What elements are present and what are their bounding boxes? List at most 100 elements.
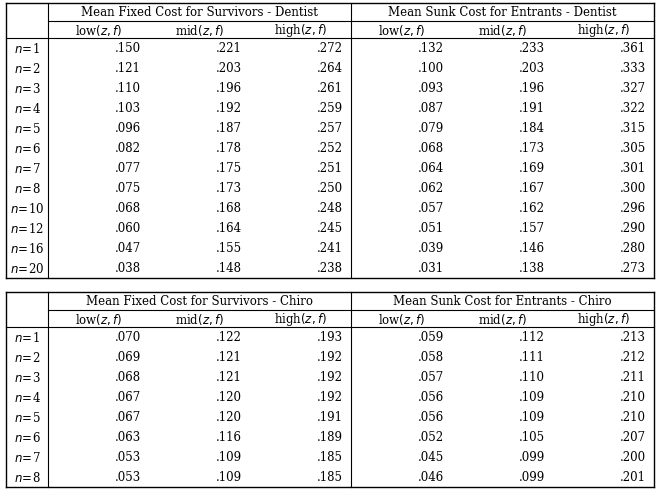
Text: .047: .047 [115, 242, 141, 255]
Text: .185: .185 [317, 470, 343, 483]
Text: .087: .087 [418, 102, 444, 115]
Text: .210: .210 [620, 391, 646, 404]
Text: .105: .105 [519, 431, 545, 443]
Text: .192: .192 [317, 391, 343, 404]
Text: .096: .096 [115, 122, 141, 135]
Text: .109: .109 [216, 450, 242, 463]
Text: .052: .052 [418, 431, 444, 443]
Text: .261: .261 [317, 82, 343, 95]
Text: $n\!=\!$16: $n\!=\!$16 [10, 241, 44, 256]
Text: .077: .077 [115, 162, 141, 175]
Text: .178: .178 [216, 142, 242, 155]
Text: .241: .241 [317, 242, 343, 255]
Text: .250: .250 [317, 182, 343, 195]
Text: high$(z, f)$: high$(z, f)$ [577, 22, 630, 39]
Text: .111: .111 [519, 351, 545, 364]
Text: .039: .039 [418, 242, 444, 255]
Text: .053: .053 [115, 470, 141, 483]
Text: .173: .173 [216, 182, 242, 195]
Text: $n\!=\!$7: $n\!=\!$7 [14, 450, 40, 464]
Text: $n\!=\!$7: $n\!=\!$7 [14, 162, 40, 176]
Text: .132: .132 [418, 43, 444, 56]
Text: .109: .109 [216, 470, 242, 483]
Text: .211: .211 [620, 371, 646, 384]
Text: .290: .290 [620, 222, 646, 235]
Text: .185: .185 [317, 450, 343, 463]
Text: .110: .110 [115, 82, 141, 95]
Text: .155: .155 [216, 242, 242, 255]
Text: .207: .207 [620, 431, 646, 443]
Text: .070: .070 [115, 331, 141, 344]
Text: .192: .192 [216, 102, 242, 115]
Text: .046: .046 [418, 470, 444, 483]
Text: .248: .248 [317, 202, 343, 215]
Text: .192: .192 [317, 351, 343, 364]
Text: .075: .075 [115, 182, 141, 195]
Text: $n\!=\!$10: $n\!=\!$10 [10, 201, 44, 215]
Text: $n\!=\!$4: $n\!=\!$4 [13, 390, 40, 404]
Text: .068: .068 [115, 202, 141, 215]
Text: .056: .056 [418, 391, 444, 404]
Text: .169: .169 [519, 162, 545, 175]
Text: $n\!=\!$4: $n\!=\!$4 [13, 102, 40, 116]
Text: .056: .056 [418, 411, 444, 424]
Text: .361: .361 [620, 43, 646, 56]
Text: .201: .201 [620, 470, 646, 483]
Text: .121: .121 [216, 351, 242, 364]
Text: Mean Fixed Cost for Survivors - Chiro: Mean Fixed Cost for Survivors - Chiro [86, 295, 313, 308]
Text: .300: .300 [620, 182, 646, 195]
Text: .120: .120 [216, 391, 242, 404]
Text: .221: .221 [216, 43, 242, 56]
Text: $n\!=\!$3: $n\!=\!$3 [14, 82, 40, 96]
Text: mid$(z, f)$: mid$(z, f)$ [478, 23, 527, 38]
Text: .099: .099 [519, 450, 545, 463]
Text: .038: .038 [115, 262, 141, 275]
Text: .210: .210 [620, 411, 646, 424]
Text: .264: .264 [317, 63, 343, 75]
Text: .103: .103 [115, 102, 141, 115]
Text: .200: .200 [620, 450, 646, 463]
Text: .305: .305 [620, 142, 646, 155]
Text: high$(z, f)$: high$(z, f)$ [577, 311, 630, 327]
Text: mid$(z, f)$: mid$(z, f)$ [478, 312, 527, 326]
Text: .238: .238 [317, 262, 343, 275]
Text: low$(z, f)$: low$(z, f)$ [378, 312, 425, 326]
Text: mid$(z, f)$: mid$(z, f)$ [175, 312, 224, 326]
Text: .193: .193 [317, 331, 343, 344]
Text: .082: .082 [115, 142, 141, 155]
Text: .272: .272 [317, 43, 343, 56]
Text: .162: .162 [519, 202, 545, 215]
Text: .053: .053 [115, 450, 141, 463]
Text: .148: .148 [216, 262, 242, 275]
Text: .301: .301 [620, 162, 646, 175]
Text: .191: .191 [317, 411, 343, 424]
Text: .068: .068 [115, 371, 141, 384]
Text: .259: .259 [317, 102, 343, 115]
Text: .203: .203 [519, 63, 545, 75]
Text: .296: .296 [620, 202, 646, 215]
Text: $n\!=\!$8: $n\!=\!$8 [14, 470, 40, 484]
Text: .069: .069 [115, 351, 141, 364]
Text: .059: .059 [418, 331, 444, 344]
Text: $n\!=\!$5: $n\!=\!$5 [14, 410, 40, 424]
Text: .079: .079 [418, 122, 444, 135]
Text: high$(z, f)$: high$(z, f)$ [274, 22, 327, 39]
Text: .245: .245 [317, 222, 343, 235]
Text: Mean Sunk Cost for Entrants - Chiro: Mean Sunk Cost for Entrants - Chiro [393, 295, 612, 308]
Text: $n\!=\!$6: $n\!=\!$6 [14, 142, 40, 156]
Text: .203: .203 [216, 63, 242, 75]
Text: .212: .212 [620, 351, 646, 364]
Text: .122: .122 [216, 331, 242, 344]
Text: .167: .167 [519, 182, 545, 195]
Text: .150: .150 [115, 43, 141, 56]
Text: $n\!=\!$6: $n\!=\!$6 [14, 430, 40, 444]
Text: .189: .189 [317, 431, 343, 443]
Text: .100: .100 [418, 63, 444, 75]
Text: .063: .063 [115, 431, 141, 443]
Text: $n\!=\!$5: $n\!=\!$5 [14, 122, 40, 136]
Text: .157: .157 [519, 222, 545, 235]
Text: low$(z, f)$: low$(z, f)$ [75, 312, 122, 326]
Text: $n\!=\!$12: $n\!=\!$12 [10, 221, 44, 235]
Text: $n\!=\!$8: $n\!=\!$8 [14, 182, 40, 195]
Text: .196: .196 [216, 82, 242, 95]
